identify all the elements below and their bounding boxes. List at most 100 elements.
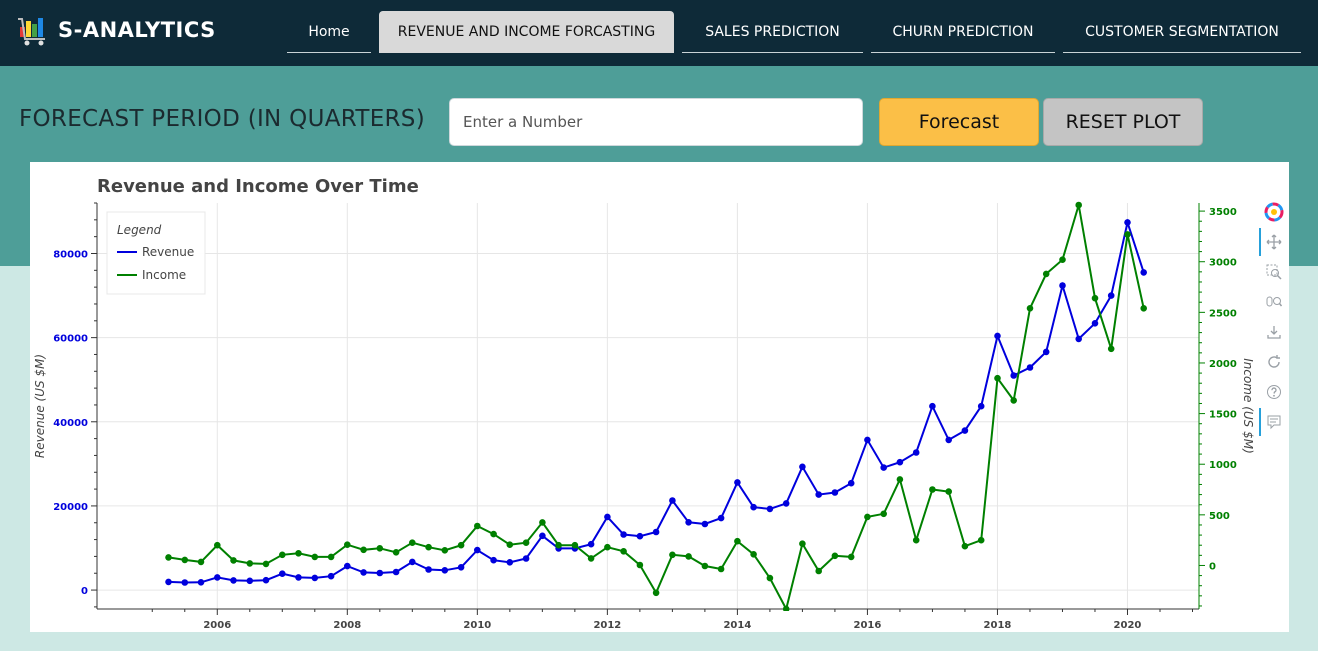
revenue-data-point: [864, 436, 871, 444]
income-data-point: [685, 553, 692, 560]
income-data-point: [636, 561, 644, 569]
income-data-point: [230, 557, 237, 564]
active-tool-marker: [1259, 228, 1261, 256]
y-axis-label: Revenue (US $M): [33, 354, 47, 458]
revenue-data-point: [230, 577, 237, 584]
bokeh-logo-icon[interactable]: [1264, 202, 1284, 222]
income-data-point: [847, 553, 855, 561]
income-data-point: [782, 605, 790, 611]
revenue-data-point: [409, 558, 416, 566]
nav-revenue-income-forecasting[interactable]: REVENUE AND INCOME FORCASTING: [379, 11, 674, 53]
nav-home[interactable]: Home: [287, 11, 371, 53]
legend-entry-income: Income: [142, 268, 186, 282]
legend-title: Legend: [117, 223, 162, 237]
income-data-point: [441, 547, 449, 554]
y2-tick-label: 1500: [1209, 410, 1237, 421]
revenue-data-point: [1091, 320, 1099, 327]
income-data-point: [652, 589, 660, 597]
revenue-data-point: [977, 402, 985, 410]
revenue-data-point: [490, 556, 497, 564]
nav-sales-prediction[interactable]: SALES PREDICTION: [682, 11, 863, 53]
income-data-point: [279, 551, 286, 559]
revenue-data-point: [197, 579, 205, 586]
income-data-point: [831, 552, 839, 560]
revenue-data-point: [474, 546, 481, 554]
y2-tick-label: 0: [1209, 561, 1216, 572]
revenue-data-point: [1026, 364, 1034, 371]
income-data-point: [165, 554, 172, 561]
hover-icon[interactable]: [1264, 412, 1284, 432]
revenue-data-point: [604, 513, 611, 521]
revenue-data-point: [750, 503, 757, 511]
revenue-data-point: [831, 489, 839, 496]
income-data-point: [961, 542, 969, 550]
active-tool-marker-2: [1259, 408, 1261, 436]
income-data-point: [1026, 305, 1034, 312]
forecast-button[interactable]: Forecast: [879, 98, 1039, 146]
income-data-point: [344, 541, 351, 549]
revenue-data-point: [311, 574, 319, 582]
revenue-data-point: [799, 463, 806, 471]
income-data-point: [539, 519, 546, 526]
pan-icon[interactable]: [1264, 232, 1284, 252]
revenue-data-point: [945, 436, 953, 444]
revenue-data-point: [344, 562, 351, 570]
revenue-data-point: [1124, 219, 1131, 226]
plot-panel[interactable]: 2006 2008 2010 2012 2014 2016 2018 2020 0 20000 40…: [30, 162, 1289, 632]
y2-tick-label: 3500: [1209, 207, 1237, 218]
reset-plot-button[interactable]: RESET PLOT: [1043, 98, 1203, 146]
revenue-data-point: [295, 574, 302, 581]
income-data-point: [717, 565, 725, 573]
income-data-point: [766, 574, 774, 582]
income-data-point: [587, 555, 595, 562]
income-data-point: [994, 374, 1001, 382]
income-data-point: [1091, 294, 1099, 302]
forecast-period-input[interactable]: [449, 98, 863, 146]
income-data-point: [409, 539, 416, 547]
revenue-data-point: [847, 479, 855, 487]
save-icon[interactable]: [1264, 322, 1284, 342]
nav-customer-segmentation[interactable]: CUSTOMER SEGMENTATION: [1063, 11, 1301, 53]
income-data-point: [197, 558, 205, 566]
nav-churn-prediction[interactable]: CHURN PREDICTION: [871, 11, 1055, 53]
y-tick-label: 80000: [53, 249, 88, 260]
income-data-point: [799, 540, 806, 548]
help-icon[interactable]: [1264, 382, 1284, 402]
income-data-point: [262, 560, 270, 568]
y-tick-label: 20000: [53, 502, 88, 513]
brand[interactable]: S-ANALYTICS: [16, 12, 216, 48]
income-data-point: [669, 551, 676, 559]
income-data-point: [506, 541, 514, 549]
income-data-point: [1124, 231, 1131, 238]
revenue-data-point: [376, 569, 384, 577]
box-zoom-icon[interactable]: [1264, 262, 1284, 282]
income-data-point: [1010, 397, 1018, 404]
revenue-data-point: [1042, 348, 1050, 356]
income-data-point: [295, 550, 302, 557]
revenue-data-point: [782, 500, 790, 507]
revenue-data-point: [181, 579, 189, 586]
income-data-point: [604, 543, 611, 551]
revenue-data-point: [1140, 269, 1147, 276]
income-data-point: [701, 562, 709, 570]
revenue-income-chart[interactable]: 2006 2008 2010 2012 2014 2016 2018 202002000040…: [30, 162, 1289, 632]
wheel-zoom-icon[interactable]: [1264, 292, 1284, 312]
x-tick-label: 2006: [203, 620, 231, 631]
income-data-point: [376, 545, 384, 552]
x-tick-label: 2018: [984, 620, 1012, 631]
legend-entry-revenue: Revenue: [142, 245, 194, 259]
revenue-data-point: [815, 491, 823, 498]
revenue-data-point: [636, 532, 644, 540]
revenue-data-point: [717, 514, 725, 522]
reset-icon[interactable]: [1264, 352, 1284, 372]
revenue-data-point: [441, 567, 449, 574]
x-tick-label: 2020: [1114, 620, 1142, 631]
income-data-point: [1075, 201, 1082, 209]
y2-axis-label: Income (US $M): [1241, 358, 1255, 454]
revenue-data-point: [994, 332, 1001, 340]
revenue-data-point: [360, 569, 367, 576]
revenue-data-point: [1075, 335, 1082, 343]
revenue-data-point: [896, 458, 904, 466]
x-tick-label: 2010: [463, 620, 491, 631]
revenue-data-point: [392, 568, 400, 576]
